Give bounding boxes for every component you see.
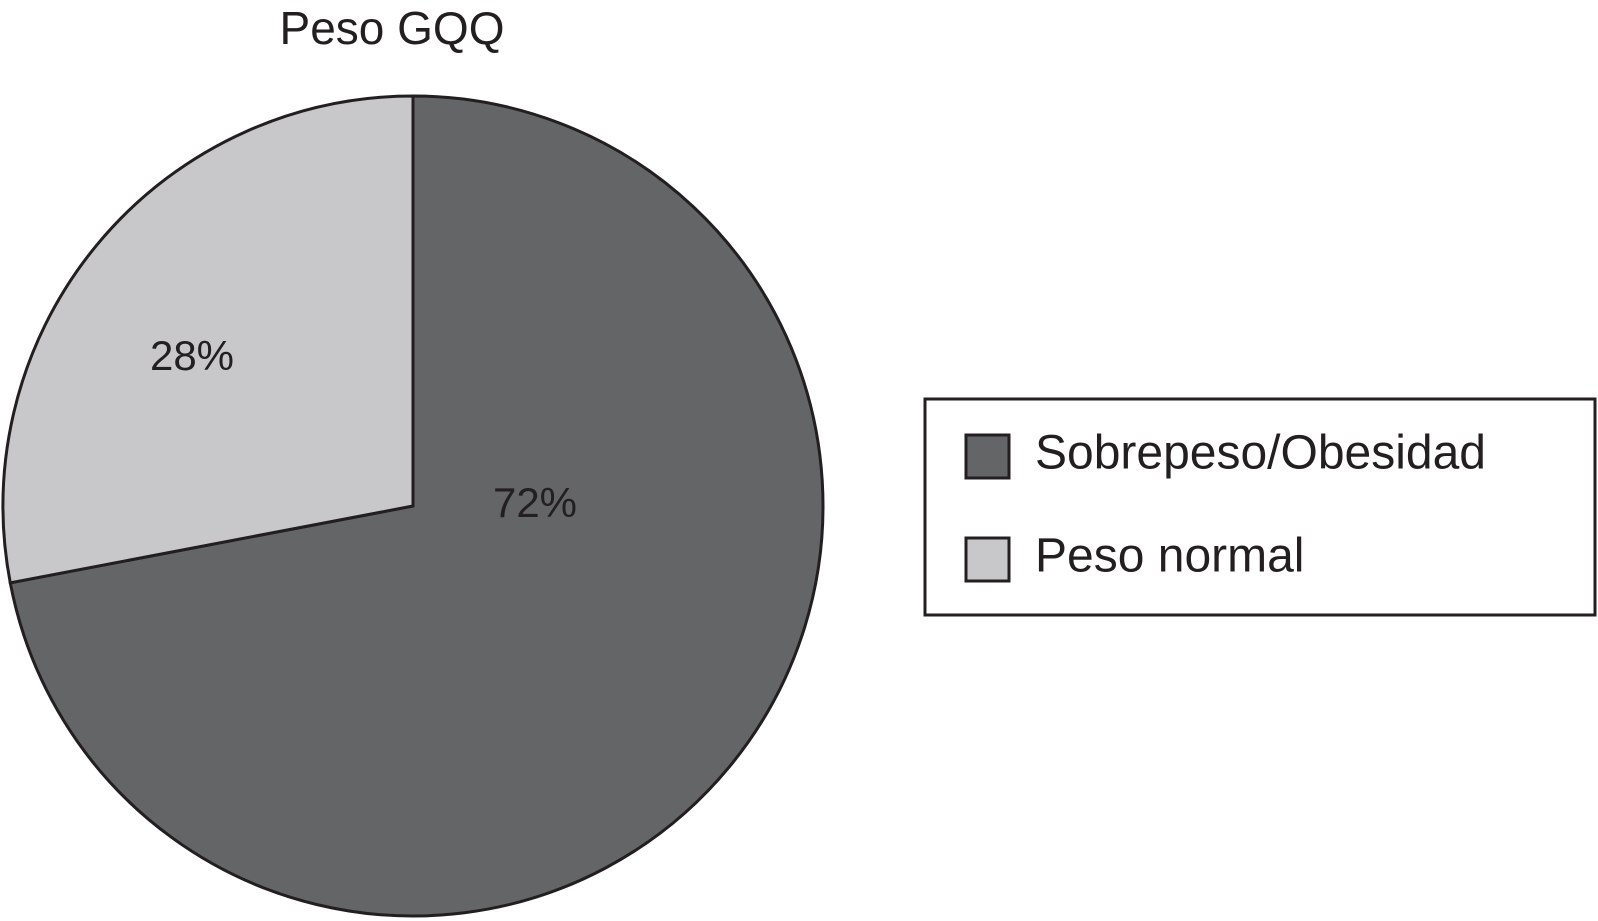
pie-slice — [8, 94, 825, 918]
data-label: 72% — [493, 479, 577, 526]
legend-box — [923, 397, 1597, 617]
legend-label: Sobrepeso/Obesidad — [1035, 427, 1486, 480]
legend-label: Peso normal — [1035, 530, 1304, 583]
legend-swatch — [964, 536, 1011, 583]
data-label: 28% — [150, 332, 234, 379]
chart-title: Peso GQQ — [280, 2, 505, 54]
legend-swatch — [964, 433, 1011, 480]
pie-slice — [1, 94, 415, 585]
